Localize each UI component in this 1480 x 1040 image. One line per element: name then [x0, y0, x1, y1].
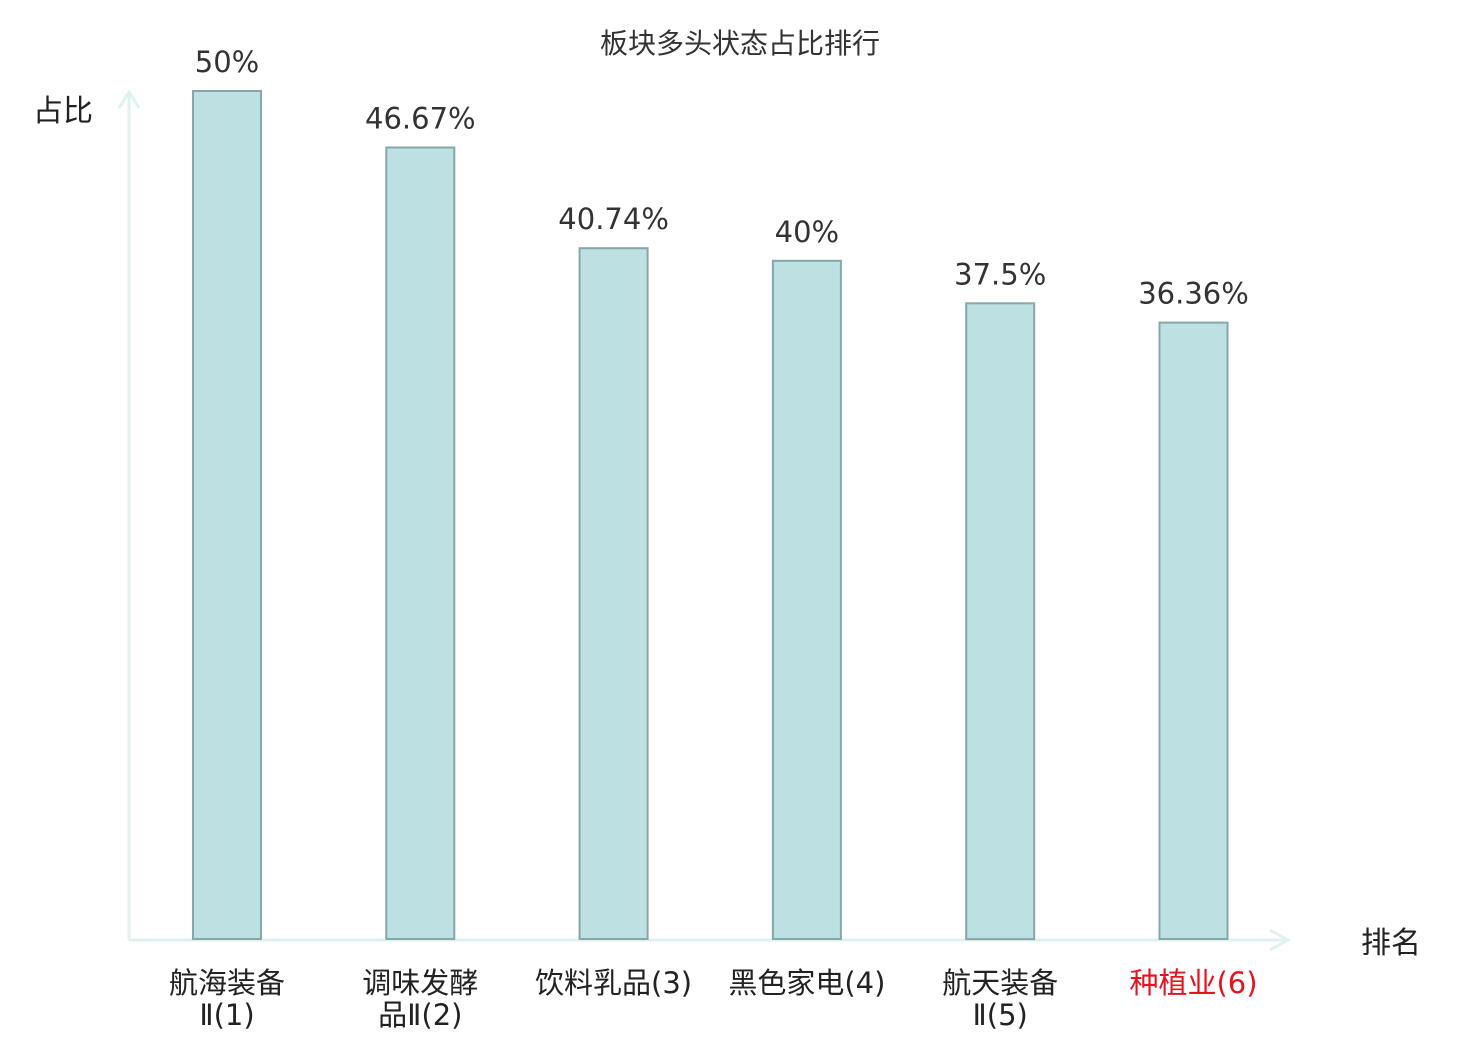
category-label-5-line-2: Ⅱ(5): [973, 998, 1028, 1032]
x-axis-label: 排名: [1361, 926, 1421, 961]
category-label-5-line-1: 航天装备: [942, 966, 1058, 1000]
value-label-2: 46.67%: [365, 102, 476, 136]
y-axis: [117, 89, 141, 940]
value-label-1: 50%: [195, 45, 259, 79]
bars-group: [192, 90, 1229, 941]
category-label-6: 种植业(6): [1129, 966, 1257, 1000]
category-label-2-line-2: 品Ⅱ(2): [378, 998, 462, 1032]
category-label-1-line-1: 航海装备: [169, 966, 285, 1000]
y-axis-arrow-icon: [117, 89, 141, 109]
bar-2: [385, 146, 456, 940]
bar-3: [578, 247, 649, 940]
value-label-3: 40.74%: [558, 202, 669, 236]
bar-1: [192, 90, 262, 940]
value-label-5: 37.5%: [954, 257, 1046, 291]
bar-6: [1158, 321, 1229, 941]
category-label-3: 饮料乳品(3): [535, 966, 692, 1000]
x-axis-arrow-icon: [1269, 928, 1292, 952]
chart-title: 板块多头状态占比排行: [600, 27, 880, 60]
y-axis-label: 占比: [33, 94, 93, 129]
x-axis: [129, 928, 1292, 952]
category-label-4: 黑色家电(4): [728, 966, 885, 1000]
bar-5: [965, 302, 1036, 941]
value-label-4: 40%: [775, 215, 839, 249]
category-label-1-line-2: Ⅱ(1): [199, 998, 254, 1032]
value-labels-group: 50% 46.67% 40.74% 40% 37.5% 36.36%: [195, 45, 1249, 311]
bar-4: [771, 259, 842, 940]
value-label-6: 36.36%: [1138, 277, 1249, 311]
category-label-2-line-1: 调味发酵: [362, 966, 478, 1000]
